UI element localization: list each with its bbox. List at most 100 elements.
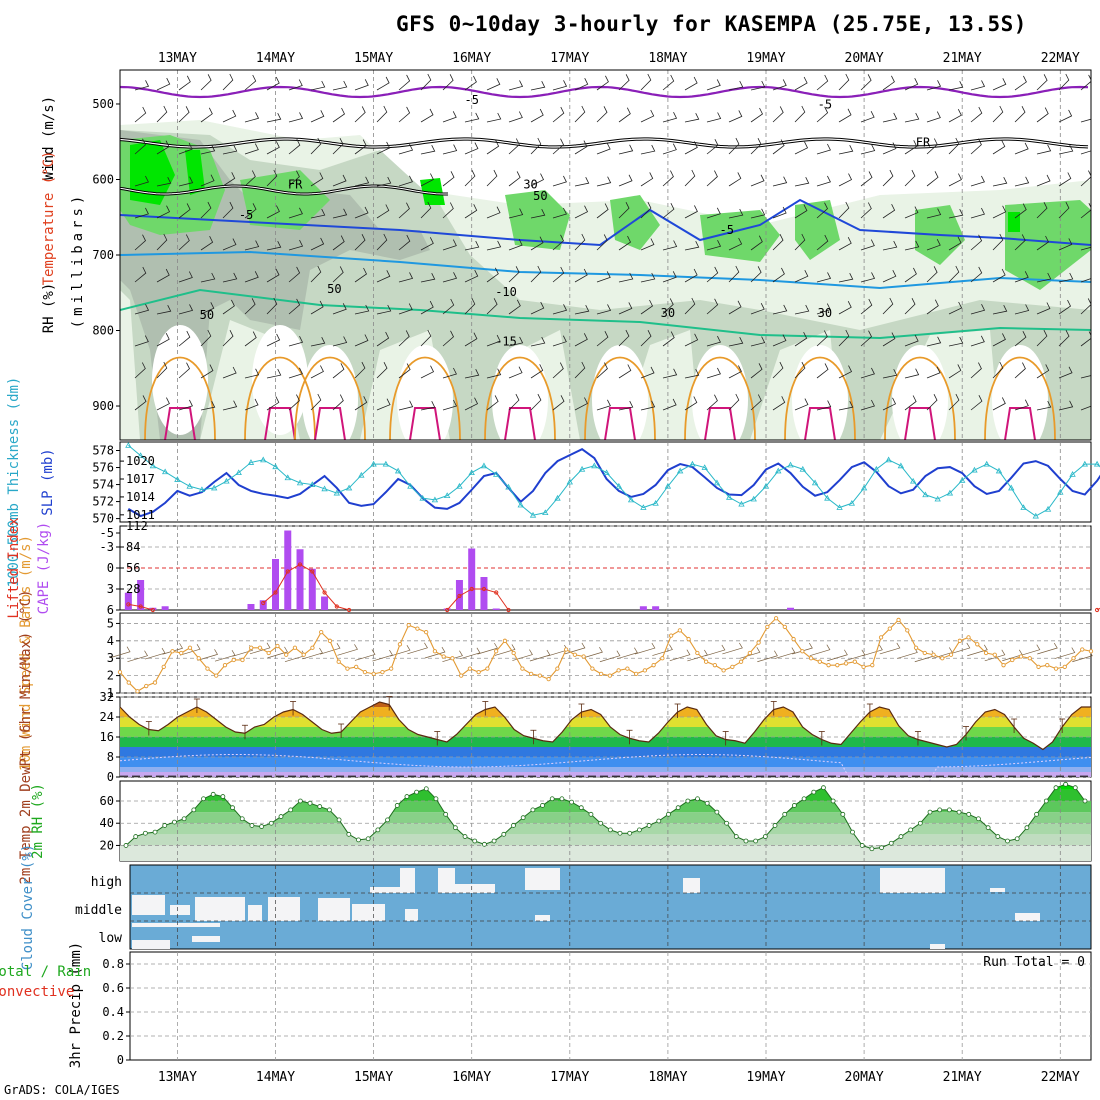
wind10-point bbox=[773, 616, 779, 621]
rh-point bbox=[142, 830, 148, 836]
wind10-point bbox=[616, 668, 621, 673]
rh-point bbox=[617, 830, 623, 836]
wind10-point bbox=[1018, 654, 1024, 659]
wind10-point bbox=[730, 664, 735, 670]
wind10-point bbox=[117, 669, 123, 675]
wind-barb bbox=[728, 137, 740, 155]
rh-point bbox=[840, 811, 846, 817]
wind-barb bbox=[1036, 400, 1052, 411]
wind10-barb bbox=[1054, 647, 1076, 659]
wind-barb bbox=[266, 169, 278, 187]
thickness-point bbox=[640, 504, 647, 510]
wind10-point bbox=[135, 689, 140, 694]
date-label-bottom: 21MAY bbox=[943, 1070, 982, 1085]
temp-band bbox=[120, 737, 1091, 747]
thickness-point bbox=[713, 479, 721, 486]
wind-barb bbox=[508, 111, 523, 123]
rh-point bbox=[656, 818, 662, 824]
rh-point bbox=[801, 796, 807, 802]
wind10-point bbox=[389, 666, 394, 671]
wind-barb bbox=[1036, 364, 1050, 379]
wind-barb bbox=[904, 395, 917, 411]
cape-axes: 28 56 84 112 -5-3 0 3 6 bbox=[100, 519, 148, 617]
wind-barb bbox=[354, 267, 368, 283]
wind-barb bbox=[1058, 73, 1070, 91]
wind10-barb bbox=[354, 649, 376, 661]
wind-barb bbox=[992, 305, 1008, 315]
slp-grid bbox=[176, 442, 1061, 522]
wind-barb bbox=[728, 300, 742, 315]
wind-barb bbox=[882, 332, 896, 347]
wind-barb bbox=[552, 335, 567, 347]
lifted-index-point bbox=[506, 607, 511, 613]
wind-barb bbox=[904, 368, 920, 379]
wind10-barb bbox=[617, 647, 638, 660]
wind-barb bbox=[1080, 118, 1091, 123]
wind10-point bbox=[747, 650, 752, 656]
rh-point bbox=[520, 815, 526, 821]
wind-barb bbox=[904, 334, 919, 347]
wind10-barb bbox=[757, 650, 778, 663]
wind-barb bbox=[508, 80, 524, 91]
isotherm-warm bbox=[484, 356, 556, 440]
thickness-point bbox=[272, 463, 279, 470]
thickness-point bbox=[493, 471, 500, 477]
isotherm-hot bbox=[314, 407, 346, 440]
wind10-barb bbox=[249, 642, 271, 655]
wind-barb bbox=[618, 144, 634, 155]
temp-band bbox=[120, 767, 1091, 772]
wind-barb bbox=[156, 361, 168, 379]
rh-dry-bubble bbox=[492, 345, 548, 440]
lifted-index-point bbox=[1094, 607, 1100, 613]
wind10-point bbox=[432, 649, 438, 654]
thickness-point bbox=[542, 509, 549, 516]
wind-barb bbox=[464, 397, 479, 411]
thickness-point bbox=[1093, 460, 1100, 467]
cape-bar bbox=[455, 580, 463, 610]
wind-barb bbox=[134, 266, 147, 283]
wind-barb bbox=[376, 304, 392, 315]
rh-line bbox=[125, 783, 1086, 850]
rh-dry-bubble bbox=[892, 345, 948, 440]
wind-barb bbox=[816, 330, 828, 347]
wind-barb bbox=[310, 393, 322, 411]
wind-barb bbox=[1014, 304, 1030, 315]
contour-label: 30 bbox=[661, 306, 675, 320]
wind-barb bbox=[970, 106, 983, 123]
wind-barb bbox=[156, 140, 170, 155]
wind10-barb bbox=[1019, 644, 1041, 657]
rh-point bbox=[123, 843, 129, 848]
rh-point bbox=[501, 831, 507, 837]
wind-barb bbox=[244, 298, 256, 315]
thickness-point bbox=[161, 468, 169, 475]
cloud-block bbox=[535, 915, 550, 921]
temp-band bbox=[120, 772, 1091, 777]
temp-tick: 16 bbox=[100, 730, 114, 744]
wind-barb bbox=[574, 177, 590, 187]
wind10-barb bbox=[302, 647, 323, 660]
wind-barb bbox=[1036, 272, 1052, 283]
wind-barb bbox=[398, 175, 413, 187]
cape-bar bbox=[787, 607, 795, 610]
temp-band bbox=[120, 757, 1091, 767]
wind-barb bbox=[1036, 235, 1050, 251]
rh-point bbox=[385, 817, 390, 823]
wind-barb bbox=[640, 73, 652, 91]
wind-barb bbox=[486, 206, 501, 219]
wind10-point bbox=[1027, 656, 1032, 661]
wind10-point bbox=[826, 663, 831, 668]
wind-barb bbox=[530, 209, 546, 219]
thickness-tick: 574 bbox=[92, 478, 114, 492]
contour-label: 50 bbox=[327, 282, 341, 296]
thickness-tick: 570 bbox=[92, 512, 114, 526]
wind10-point bbox=[607, 673, 613, 678]
wind10-barb bbox=[179, 644, 201, 656]
rh-point bbox=[1024, 825, 1030, 831]
wind10-point bbox=[791, 636, 796, 642]
wind-barb bbox=[904, 112, 920, 123]
temp-label: 2m Temp 2m DewPt (6hr Min/Max) (°C) bbox=[18, 589, 34, 884]
wind10-point bbox=[852, 659, 857, 664]
pressure-tick: 700 bbox=[92, 248, 114, 262]
wind-barb bbox=[442, 272, 458, 283]
contour-label: 50 bbox=[533, 189, 547, 203]
